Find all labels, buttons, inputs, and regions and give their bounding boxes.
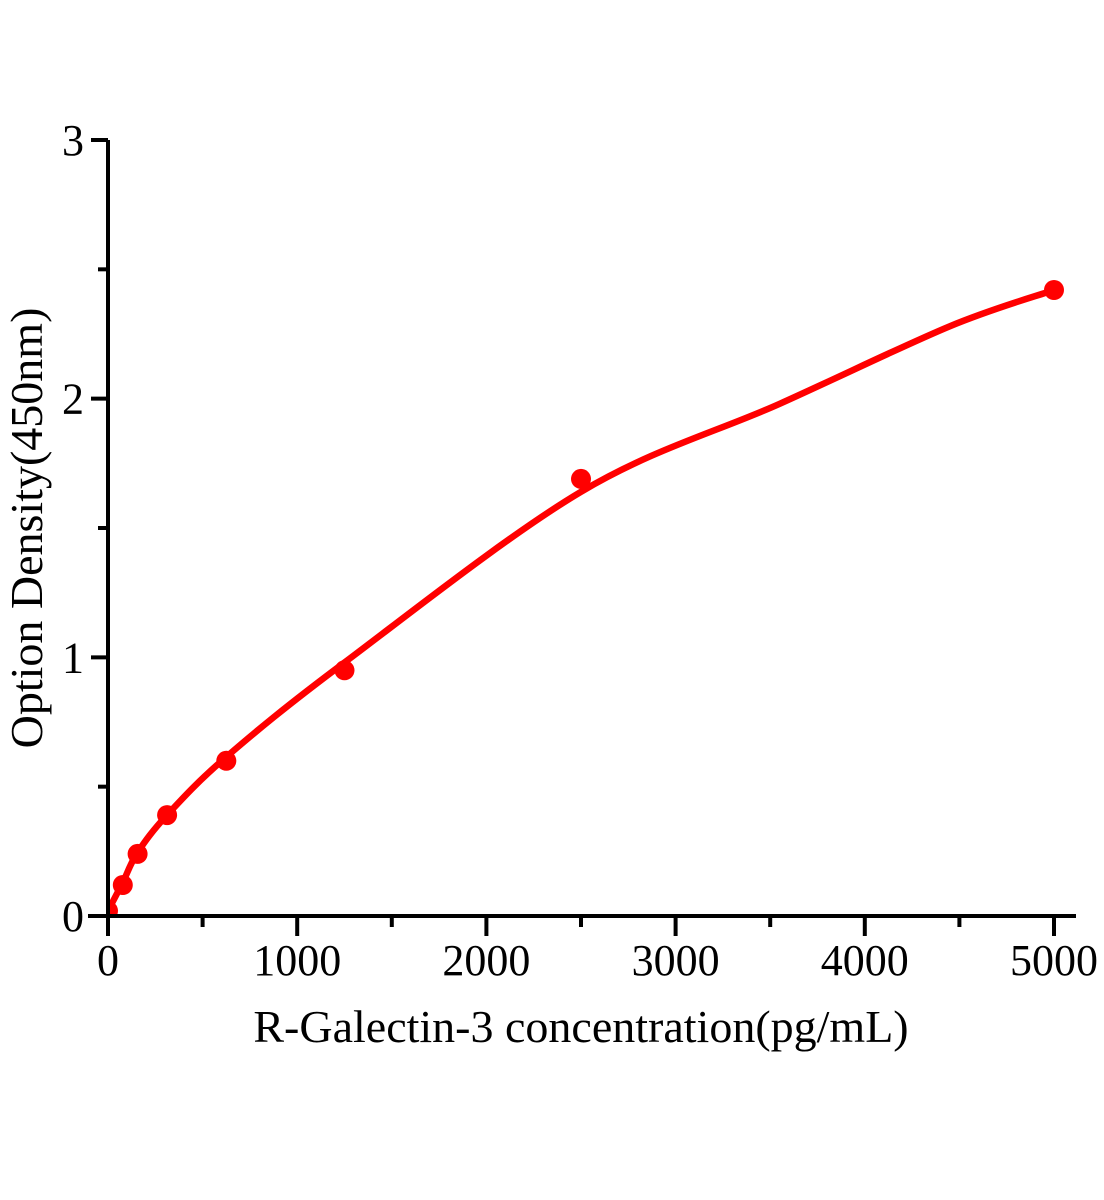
y-axis-title: Option Density(450nm)	[1, 308, 52, 749]
data-point-marker	[157, 805, 178, 826]
x-tick-label: 3000	[632, 936, 720, 985]
y-tick-label: 2	[62, 375, 84, 424]
fit-curve-line	[110, 286, 1058, 914]
data-point-marker	[127, 843, 148, 864]
x-tick-label: 4000	[821, 936, 909, 985]
x-tick-label: 2000	[442, 936, 530, 985]
data-points-group	[110, 280, 1064, 914]
data-point-marker	[112, 875, 133, 895]
y-tick-label: 0	[62, 892, 84, 941]
y-tick-label: 3	[62, 116, 84, 165]
data-point-marker	[571, 468, 591, 489]
x-tick-label: 5000	[1010, 936, 1098, 985]
data-point-marker	[1044, 280, 1064, 300]
y-tick-label: 1	[62, 633, 84, 682]
x-tick-label: 0	[97, 936, 119, 985]
data-point-marker	[334, 660, 355, 681]
axis-ticks	[91, 138, 1056, 936]
data-point-marker	[110, 901, 118, 914]
x-axis-title: R-Galectin-3 concentration(pg/mL)	[253, 1001, 908, 1052]
axis-tick-labels: 0 1000 2000 3000 4000 5000 0 1 2 3	[62, 116, 1098, 985]
x-tick-label: 1000	[253, 936, 341, 985]
data-point-marker	[216, 750, 237, 771]
